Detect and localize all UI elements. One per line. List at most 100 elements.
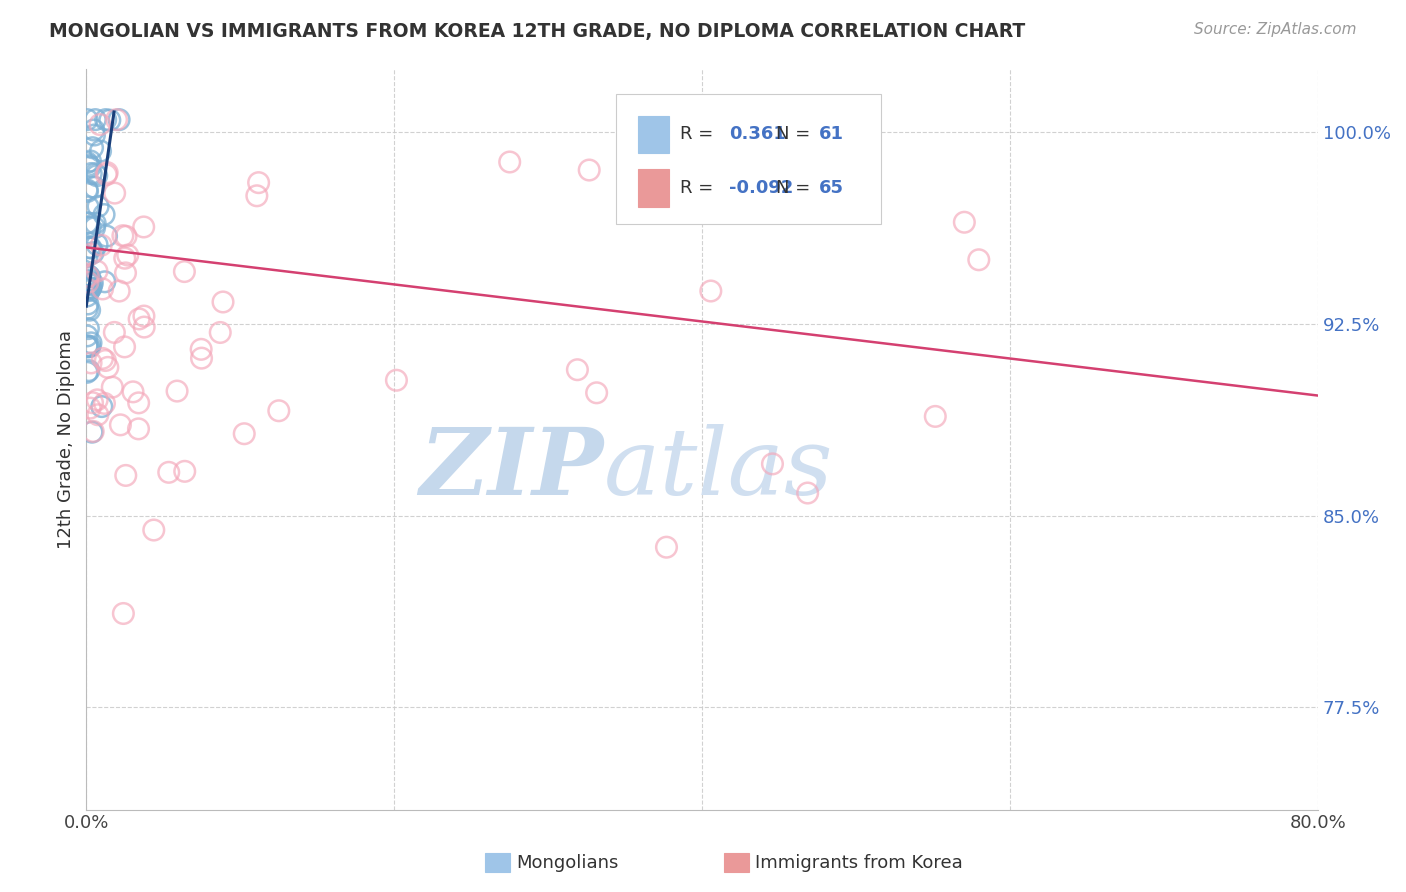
Point [86, 237, 108, 252]
Point [96, 168, 118, 182]
Point [77, 269, 100, 284]
Point [114, 251, 136, 265]
FancyBboxPatch shape [638, 169, 669, 207]
Point [122, 384, 145, 399]
Point [101, 380, 124, 394]
Point [115, 229, 138, 244]
Point [190, 351, 212, 366]
Text: N =: N = [776, 179, 810, 197]
Point [77, 364, 100, 378]
Point [80, 425, 103, 439]
Point [953, 215, 976, 229]
Point [83, 123, 105, 137]
Point [79, 220, 101, 235]
Point [83, 180, 105, 194]
Text: MONGOLIAN VS IMMIGRANTS FROM KOREA 12TH GRADE, NO DIPLOMA CORRELATION CHART: MONGOLIAN VS IMMIGRANTS FROM KOREA 12TH … [49, 22, 1025, 41]
Point [98, 113, 121, 128]
Point [91, 282, 114, 296]
Point [79, 154, 101, 169]
Point [796, 486, 818, 500]
Point [80, 335, 103, 350]
Point [79, 160, 101, 174]
Point [86, 169, 108, 183]
Point [94, 275, 117, 289]
Point [82, 425, 104, 439]
Point [79, 276, 101, 290]
Point [499, 155, 522, 169]
Point [84, 167, 107, 181]
Point [91, 351, 114, 366]
Point [76, 297, 98, 311]
Point [79, 339, 101, 353]
Point [79, 269, 101, 284]
Point [79, 247, 101, 261]
Point [111, 228, 134, 243]
Point [76, 301, 98, 316]
Point [93, 208, 115, 222]
Text: 61: 61 [820, 125, 844, 143]
Point [80, 356, 103, 370]
Point [80, 278, 103, 293]
Text: atlas: atlas [603, 424, 834, 514]
Point [90, 400, 112, 414]
Point [655, 540, 678, 554]
Point [79, 240, 101, 254]
Point [76, 155, 98, 169]
Text: 0.361: 0.361 [730, 125, 786, 143]
Point [82, 245, 104, 260]
Point [246, 188, 269, 202]
Point [96, 229, 118, 244]
Text: Source: ZipAtlas.com: Source: ZipAtlas.com [1194, 22, 1357, 37]
Point [385, 373, 408, 387]
Point [80, 241, 103, 255]
Point [94, 112, 117, 127]
Text: Mongolians: Mongolians [516, 854, 619, 871]
Text: 65: 65 [820, 179, 844, 197]
Point [761, 457, 783, 471]
Point [89, 118, 111, 132]
FancyBboxPatch shape [616, 95, 880, 224]
Point [94, 353, 117, 368]
Point [77, 268, 100, 283]
Point [80, 281, 103, 295]
Text: ZIP: ZIP [419, 424, 603, 514]
Point [76, 275, 98, 289]
Point [77, 284, 100, 298]
Point [82, 141, 104, 155]
Point [134, 320, 156, 334]
Point [87, 408, 110, 422]
Point [76, 112, 98, 127]
Point [173, 464, 195, 478]
Point [93, 396, 115, 410]
Point [112, 607, 135, 621]
Point [86, 264, 108, 278]
Point [80, 167, 103, 181]
Point [97, 360, 120, 375]
Point [114, 468, 136, 483]
Point [82, 395, 104, 409]
Point [105, 112, 128, 127]
Point [77, 216, 100, 230]
Point [173, 264, 195, 278]
Point [585, 385, 607, 400]
Text: N =: N = [776, 125, 810, 143]
Point [76, 289, 98, 303]
Text: R =: R = [681, 125, 713, 143]
Text: -0.092: -0.092 [730, 179, 794, 197]
Point [567, 362, 589, 376]
Point [924, 409, 946, 424]
Point [76, 339, 98, 353]
Point [77, 158, 100, 172]
Point [89, 144, 111, 158]
Point [108, 284, 131, 298]
Point [76, 282, 98, 296]
Point [967, 252, 990, 267]
Point [132, 309, 155, 323]
Point [79, 401, 101, 416]
Point [79, 281, 101, 295]
Point [83, 220, 105, 235]
Point [190, 343, 212, 357]
Point [267, 403, 290, 417]
Point [76, 185, 98, 199]
Point [128, 312, 150, 326]
